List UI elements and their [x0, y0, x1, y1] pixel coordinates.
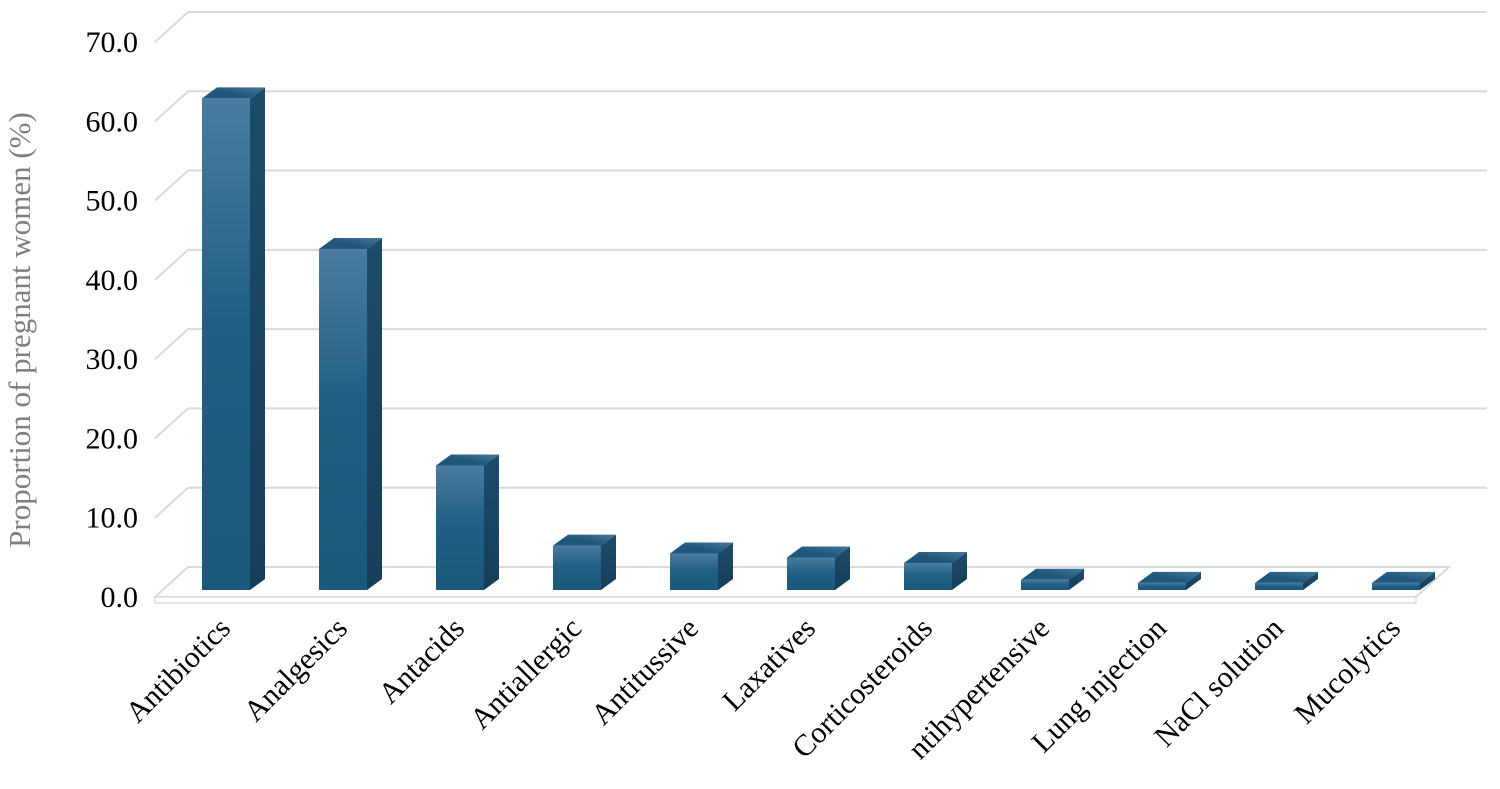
- value-axis-tick-label: 10.0: [86, 502, 139, 535]
- value-axis-tick-label: 30.0: [86, 343, 139, 376]
- category-axis-label: Antacids: [372, 612, 471, 711]
- gridline: [154, 90, 1487, 122]
- bar-analgesics: [319, 238, 382, 591]
- gridline: [154, 10, 1487, 43]
- bar-antacids: [436, 454, 499, 590]
- gridline: [154, 248, 1487, 281]
- bar-antiallergic: [553, 534, 616, 590]
- bar-corticosteroids: [904, 552, 967, 590]
- bar-ntihypertensive: [1021, 568, 1084, 590]
- value-axis-tick-label: 50.0: [86, 185, 139, 218]
- value-axis-tick-label: 0.0: [101, 581, 139, 614]
- gridline: [154, 407, 1487, 440]
- gridline: [154, 169, 1487, 202]
- category-axis-label: Analgesics: [238, 612, 354, 728]
- category-axis-label: Mucolytics: [1288, 612, 1407, 731]
- value-axis-tick-label: 60.0: [86, 105, 139, 138]
- value-axis-tick-label: 70.0: [86, 26, 139, 59]
- category-axis-label: Antitussive: [585, 612, 705, 732]
- bar-nacl-solution: [1255, 571, 1318, 590]
- chart-floor-slab: [154, 596, 1417, 604]
- value-axis-tick-label: 40.0: [86, 264, 139, 297]
- gridline: [154, 328, 1487, 360]
- bar-antitussive: [670, 542, 733, 590]
- value-axis-tick-label: 20.0: [86, 422, 139, 455]
- category-axis-label: Antiallergic: [464, 612, 588, 736]
- gridline: [154, 486, 1487, 519]
- bar-antibiotics: [202, 87, 265, 590]
- bar-laxatives: [787, 546, 850, 590]
- category-axis-label: Antibiotics: [119, 612, 237, 730]
- category-axis-label: Laxatives: [716, 612, 822, 718]
- bar-mucolytics: [1372, 571, 1435, 590]
- bar-lung-injection: [1138, 571, 1201, 590]
- y-axis-title: Proportion of pregnant women (%): [2, 112, 37, 548]
